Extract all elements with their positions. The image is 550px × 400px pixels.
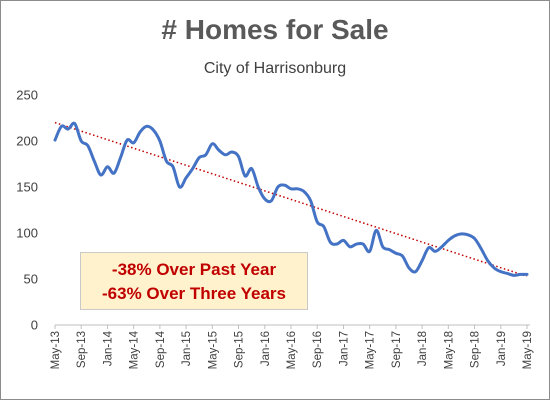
series-line bbox=[53, 121, 529, 277]
x-tick-label: Jan-18 bbox=[417, 331, 429, 366]
x-tick-label: Sep-16 bbox=[312, 331, 324, 368]
x-tick-label: Jan-19 bbox=[496, 331, 508, 366]
x-tick-label: May-15 bbox=[207, 331, 219, 369]
y-tick-label: 50 bbox=[24, 272, 38, 287]
x-tick-label: Sep-15 bbox=[234, 331, 246, 368]
trendline bbox=[54, 121, 528, 277]
y-tick-label: 250 bbox=[16, 88, 38, 103]
y-tick-label: 0 bbox=[31, 318, 38, 333]
x-tick-label: May-16 bbox=[286, 331, 298, 369]
y-axis-ticks: 0 50 100 150 200 250 bbox=[16, 88, 38, 333]
y-tick-label: 150 bbox=[16, 180, 38, 195]
x-tick-label: Jan-16 bbox=[260, 331, 272, 366]
x-tick-label: May-19 bbox=[522, 331, 534, 369]
stats-callout: -38% Over Past Year -63% Over Three Year… bbox=[80, 252, 308, 310]
x-tick-label: Sep-13 bbox=[76, 331, 88, 368]
x-tick-label: May-18 bbox=[443, 331, 455, 369]
x-tick-label: Sep-18 bbox=[470, 331, 482, 368]
callout-line-1: -38% Over Past Year bbox=[111, 260, 277, 279]
x-tick-label: May-17 bbox=[365, 331, 377, 369]
x-tick-label: Sep-14 bbox=[155, 330, 167, 368]
y-tick-label: 100 bbox=[16, 226, 38, 241]
x-tick-label: May-14 bbox=[129, 330, 141, 369]
x-tick-label: Jan-14 bbox=[102, 330, 114, 366]
x-axis-ticks: May-13 Sep-13 Jan-14 May-14 Sep-14 Jan-15 May-… bbox=[50, 325, 534, 369]
x-tick-label: May-13 bbox=[50, 331, 62, 369]
chart-subtitle: City of Harrisonburg bbox=[203, 60, 347, 77]
y-tick-label: 200 bbox=[16, 134, 38, 149]
x-tick-label: Jan-15 bbox=[181, 331, 193, 366]
x-tick-label: Sep-17 bbox=[391, 331, 403, 368]
callout-line-2: -63% Over Three Years bbox=[102, 284, 286, 303]
chart-title: # Homes for Sale bbox=[161, 14, 389, 45]
x-tick-label: Jan-17 bbox=[338, 331, 350, 366]
